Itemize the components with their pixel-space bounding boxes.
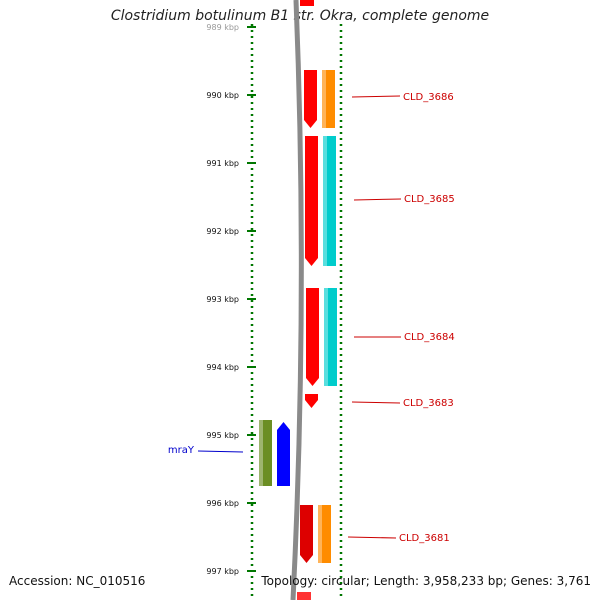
cds-feature	[323, 136, 336, 266]
cds-highlight	[322, 70, 326, 128]
cds-feature	[259, 420, 272, 486]
tick-label: 989 kbp	[206, 23, 239, 32]
cds-highlight	[324, 288, 328, 386]
tick-label: 992 kbp	[206, 227, 239, 236]
cds-feature	[322, 70, 335, 128]
accession-text: Accession: NC_010516	[9, 574, 146, 588]
gene-arrow	[277, 422, 290, 486]
map-title: Clostridium botulinum B1 str. Okra, comp…	[110, 8, 490, 24]
gene-label: CLD_3684	[404, 332, 455, 343]
tick-label: 994 kbp	[206, 363, 239, 372]
backbone-marker-top	[300, 0, 314, 6]
cds-highlight	[318, 505, 322, 563]
tick-label: 996 kbp	[206, 499, 239, 508]
tick-label: 997 kbp	[206, 567, 239, 576]
gene-leader-line	[351, 401, 401, 404]
gene-arrow	[305, 394, 318, 408]
gene-label: CLD_3683	[403, 398, 454, 409]
cds-highlight	[259, 420, 263, 486]
gene-label: mraY	[168, 445, 195, 456]
topology-text: Topology: circular; Length: 3,958,233 bp…	[261, 574, 591, 588]
tick-label: 995 kbp	[206, 431, 239, 440]
gene-leader-line	[351, 95, 401, 98]
cds-feature	[324, 288, 337, 386]
gene-arrow	[300, 505, 313, 563]
backbone-marker-bottom	[297, 592, 311, 600]
genome-backbone	[290, 0, 304, 600]
gene-leader-line	[197, 450, 244, 453]
cds-feature	[318, 505, 331, 563]
cds-highlight	[323, 136, 327, 266]
gene-label: CLD_3685	[404, 194, 455, 205]
gene-label: CLD_3686	[403, 92, 454, 103]
gene-arrow	[306, 288, 319, 386]
tick-label: 993 kbp	[206, 295, 239, 304]
gene-arrow	[305, 136, 318, 266]
tick-label: 991 kbp	[206, 159, 239, 168]
tick-label: 990 kbp	[206, 91, 239, 100]
gene-arrow	[304, 70, 317, 128]
gene-leader-line	[347, 536, 397, 539]
gene-leader-line	[353, 198, 402, 201]
gene-label: CLD_3681	[399, 533, 450, 544]
